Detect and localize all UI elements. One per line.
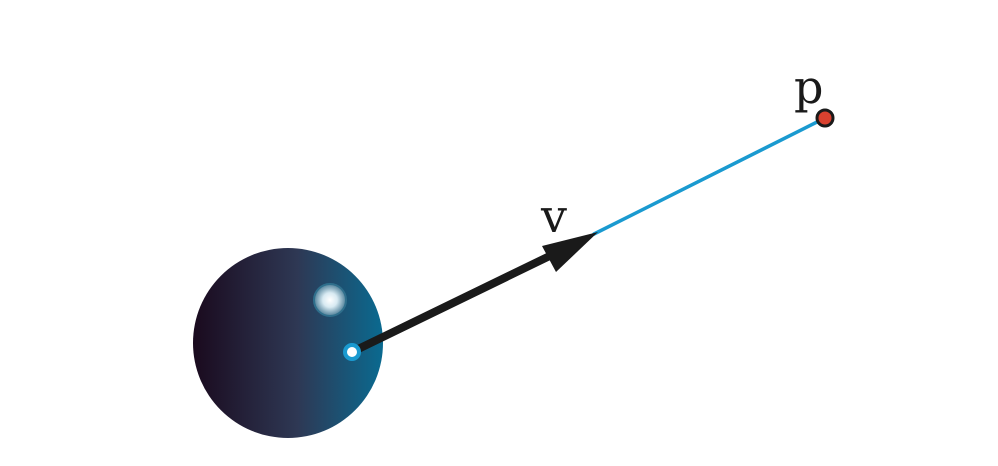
sphere-icon [193, 248, 383, 438]
vector-arrow [348, 232, 598, 356]
vector-label: v [540, 189, 567, 243]
sphere-highlight [313, 283, 347, 317]
vector-shaft [348, 246, 566, 356]
point-p-marker [815, 108, 835, 128]
origin-ring [343, 343, 361, 361]
sphere-body [193, 248, 383, 438]
point-label: p [794, 60, 823, 114]
ray-line [592, 116, 827, 236]
arrowhead-icon [542, 232, 598, 272]
